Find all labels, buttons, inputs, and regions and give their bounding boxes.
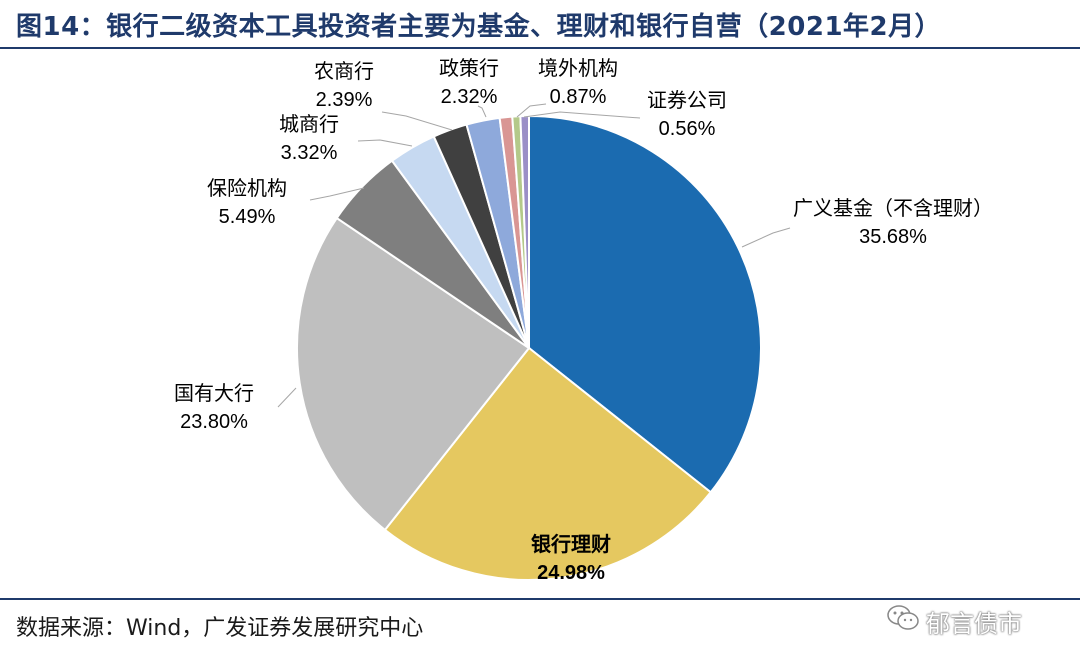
leader-line xyxy=(357,139,413,147)
slice-label: 城商行 xyxy=(279,112,339,136)
title-divider xyxy=(0,47,1080,49)
slice-percent-label: 24.98% xyxy=(537,562,605,584)
leader-lines xyxy=(277,103,791,408)
leader-line xyxy=(516,103,547,118)
slice-labels: 广义基金（不含理财） 35.68% 银行理财 24.98% 国有大行 23.80% 保险机构… xyxy=(174,56,993,584)
slice-percent-label: 2.32% xyxy=(441,86,498,108)
pie-slice xyxy=(528,114,762,494)
leader-line xyxy=(277,387,297,408)
page-title: 图14：银行二级资本工具投资者主要为基金、理财和银行自营（2021年2月） xyxy=(16,12,942,42)
source-note: 数据来源：Wind，广发证券发展研究中心 xyxy=(16,616,424,641)
pie-slice xyxy=(296,216,531,532)
watermark: 郁言债市 xyxy=(886,598,1046,638)
leader-line xyxy=(477,105,487,118)
slice-label: 银行理财 xyxy=(531,532,611,556)
slice-label: 国有大行 xyxy=(174,381,254,405)
pie-slices xyxy=(296,114,762,581)
wechat-icon xyxy=(887,605,919,630)
leader-line xyxy=(381,111,453,131)
slice-label: 农商行 xyxy=(314,59,374,83)
pie-slice xyxy=(383,346,713,581)
footer-divider xyxy=(0,598,1080,600)
slice-percent-label: 5.49% xyxy=(219,206,276,228)
slice-label: 境外机构 xyxy=(538,56,618,80)
slice-percent-label: 23.80% xyxy=(180,411,248,433)
slice-label: 政策行 xyxy=(439,56,499,80)
slice-percent-label: 0.87% xyxy=(550,86,607,108)
slice-label: 广义基金（不含理财） xyxy=(793,196,993,220)
slice-percent-label: 2.39% xyxy=(316,89,373,111)
slice-label: 证券公司 xyxy=(647,88,727,112)
title-bar: 图14：银行二级资本工具投资者主要为基金、理财和银行自营（2021年2月） xyxy=(0,0,1080,48)
leader-line xyxy=(741,227,791,248)
pie-chart: 广义基金（不含理财） 35.68% 银行理财 24.98% 国有大行 23.80% 保险机构… xyxy=(174,56,993,584)
watermark-text: 郁言债市 xyxy=(926,610,1022,638)
leader-line xyxy=(523,111,641,119)
leader-line xyxy=(309,187,365,201)
slice-label: 保险机构 xyxy=(207,176,287,200)
slice-percent-label: 0.56% xyxy=(659,118,716,140)
slice-percent-label: 35.68% xyxy=(859,226,927,248)
slice-percent-label: 3.32% xyxy=(281,142,338,164)
